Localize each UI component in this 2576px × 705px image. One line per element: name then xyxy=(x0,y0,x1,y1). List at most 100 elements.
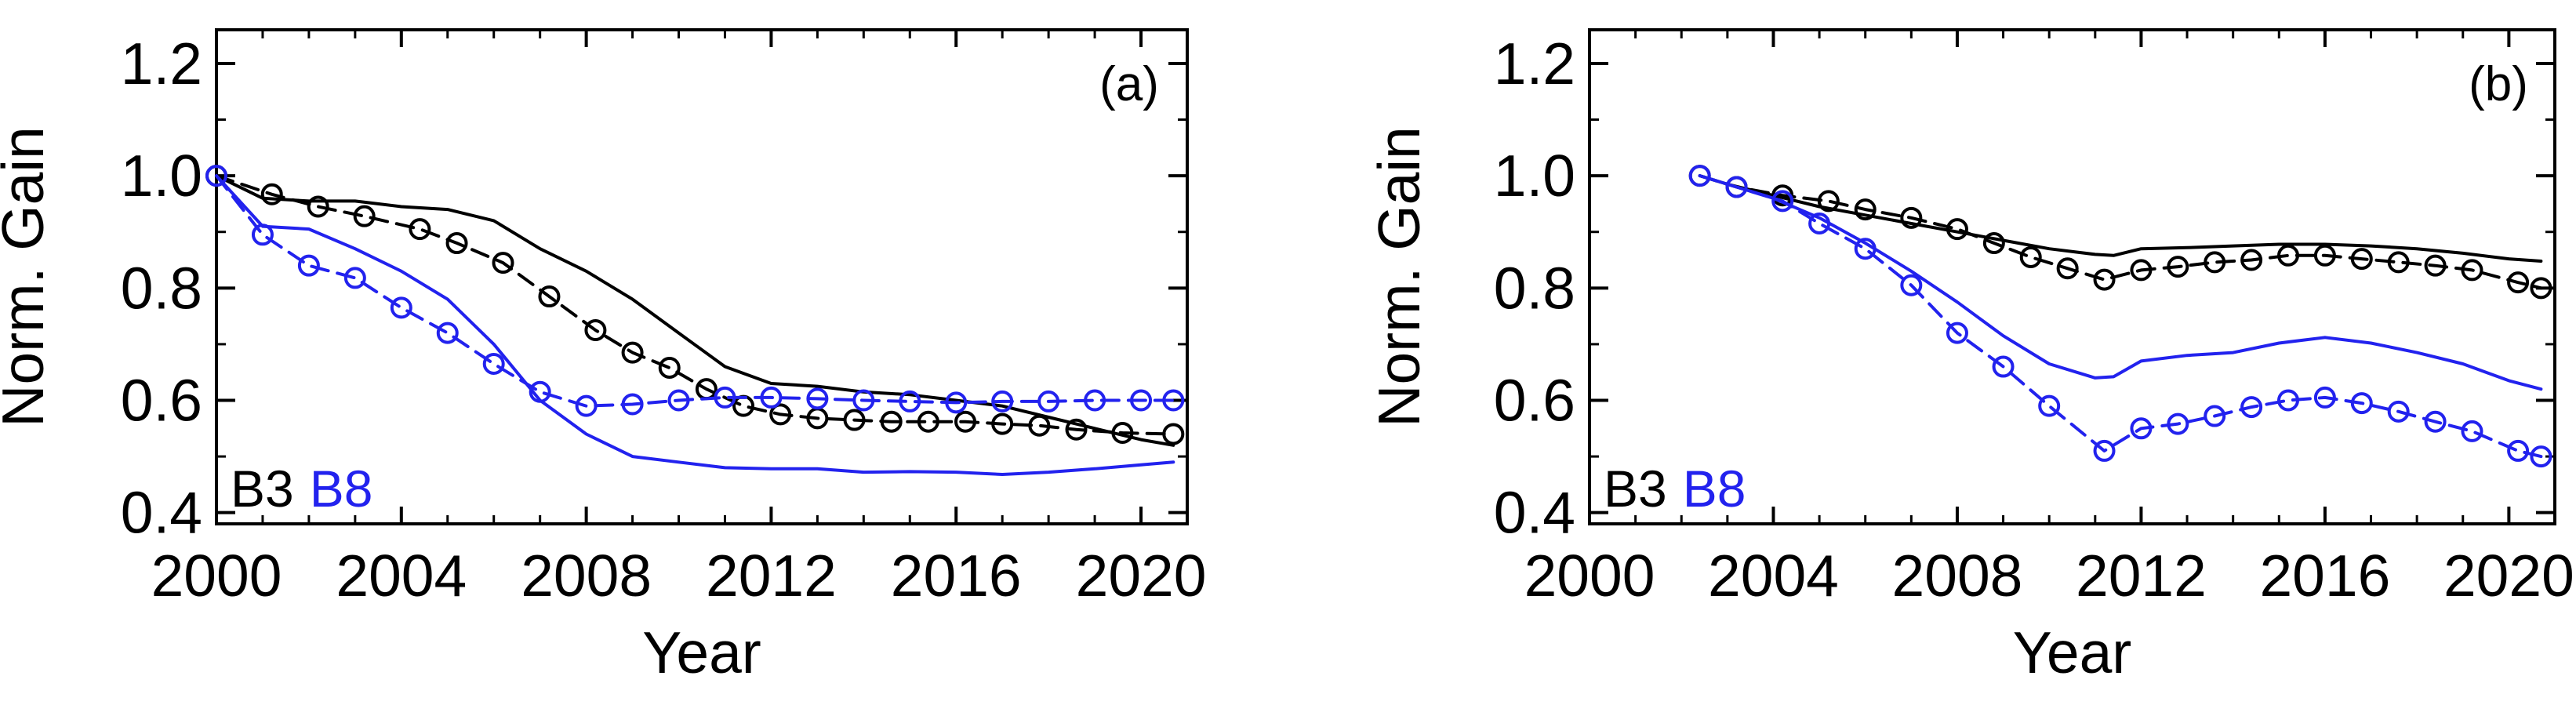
y-tick-label: 0.6 xyxy=(1494,368,1575,434)
data-point-b3 xyxy=(2277,244,2300,267)
data-point-b8 xyxy=(297,254,320,277)
data-point-b8 xyxy=(1808,212,1831,234)
data-point-b3 xyxy=(492,252,514,274)
plot-frame xyxy=(1588,28,2556,525)
data-point-b3 xyxy=(1946,218,1968,241)
data-point-b8 xyxy=(852,389,875,412)
data-point-b8 xyxy=(482,352,505,375)
legend-entry-b3: B3 xyxy=(231,460,294,518)
data-point-b8 xyxy=(2204,405,2226,427)
data-point-b8 xyxy=(621,393,644,416)
y-tick-label: 1.2 xyxy=(1494,31,1575,96)
y-axis-title: Norm. Gain xyxy=(1366,126,1432,427)
y-tick-label: 0.4 xyxy=(121,480,202,546)
data-point-b3 xyxy=(1162,423,1185,445)
y-tick-label: 0.6 xyxy=(121,368,202,434)
data-point-b8 xyxy=(2387,400,2410,423)
x-tick-label: 2012 xyxy=(706,543,837,609)
data-point-b8 xyxy=(436,322,459,344)
x-tick-label: 2004 xyxy=(336,543,467,609)
data-point-b3 xyxy=(1817,190,1840,213)
data-point-b3 xyxy=(445,232,468,255)
data-point-b3 xyxy=(2019,245,2042,268)
data-point-b8 xyxy=(806,387,829,410)
legend-entry-b8: B8 xyxy=(310,460,373,518)
data-point-b8 xyxy=(1037,390,1060,412)
x-tick-label: 2008 xyxy=(521,543,652,609)
x-tick-label: 2016 xyxy=(891,543,1022,609)
data-point-b8 xyxy=(1130,389,1153,412)
data-point-b8 xyxy=(2530,445,2552,468)
series-line-b3-solid xyxy=(215,174,1175,447)
data-point-b3 xyxy=(2350,248,2373,271)
data-point-b8 xyxy=(1900,274,1923,296)
panel-b: 2000 2004 2008 2012 2016 2020 0.4 0.6 0.8 1.0 1.2 Y… xyxy=(1366,28,2574,685)
data-point-b8 xyxy=(1688,165,1711,187)
data-point-b8 xyxy=(575,394,598,417)
x-tick-label: 2020 xyxy=(2443,543,2574,609)
data-point-b3 xyxy=(1854,198,1877,221)
data-point-b3 xyxy=(260,183,283,205)
data-point-b3 xyxy=(2130,259,2153,282)
data-point-b3 xyxy=(1900,206,1923,229)
panel-label: (a) xyxy=(1099,57,1159,111)
panel-a: 2000 2004 2008 2012 2016 2020 0.4 0.6 0.8 1.0 1.2 Y… xyxy=(0,28,1206,685)
data-point-b3 xyxy=(2507,271,2530,294)
data-point-b8 xyxy=(2240,396,2263,419)
series-line-b3-dashed xyxy=(215,174,1175,436)
data-point-b8 xyxy=(1771,190,1794,213)
series-line-b3-dashed xyxy=(1698,174,2543,290)
data-point-b3 xyxy=(658,356,681,379)
series-line-b8-solid xyxy=(1698,174,2543,391)
data-point-b3 xyxy=(843,409,866,431)
data-point-b8 xyxy=(343,267,366,289)
y-tick-label: 1.2 xyxy=(121,31,202,96)
y-tick-label: 1.0 xyxy=(121,143,202,209)
data-point-b8 xyxy=(1854,238,1877,260)
data-point-b3 xyxy=(1028,414,1051,437)
data-point-b3 xyxy=(954,410,977,433)
data-point-b3 xyxy=(621,341,644,364)
series-line-b8-dashed xyxy=(215,174,1175,408)
data-point-b8 xyxy=(2277,389,2300,412)
data-point-b8 xyxy=(1946,322,1968,344)
data-point-b3 xyxy=(769,403,792,426)
data-point-b3 xyxy=(409,218,431,241)
legend: B3 B8 xyxy=(231,460,372,518)
data-point-b8 xyxy=(1992,355,2015,378)
data-point-b8 xyxy=(899,390,921,412)
y-axis-title: Norm. Gain xyxy=(0,126,56,427)
series-line-b8-solid xyxy=(215,174,1175,476)
data-point-b8 xyxy=(991,390,1014,412)
x-axis-title: Year xyxy=(2013,620,2132,685)
x-axis-title: Year xyxy=(642,620,761,685)
data-point-b3 xyxy=(2424,254,2447,277)
data-point-b3 xyxy=(917,410,939,433)
data-point-b8 xyxy=(667,389,690,412)
data-point-b8 xyxy=(2424,410,2447,433)
data-point-b8 xyxy=(390,296,412,319)
data-point-b3 xyxy=(880,410,903,433)
data-point-b8 xyxy=(945,391,968,414)
legend-entry-b3: B3 xyxy=(1604,460,1667,518)
data-point-b3 xyxy=(2461,259,2483,282)
panel-label: (b) xyxy=(2469,57,2528,111)
data-point-b3 xyxy=(2240,249,2263,271)
data-point-b8 xyxy=(2093,439,2116,462)
data-point-b8 xyxy=(1162,389,1185,412)
data-point-b3 xyxy=(1111,422,1134,445)
data-point-b3 xyxy=(353,205,376,227)
x-tick-label: 2004 xyxy=(1708,543,1839,609)
data-point-b3 xyxy=(2056,257,2079,280)
legend-entry-b8: B8 xyxy=(1683,460,1746,518)
data-point-b8 xyxy=(2167,412,2189,435)
y-tick-label: 1.0 xyxy=(1494,143,1575,209)
data-point-b3 xyxy=(307,195,329,218)
data-point-b8 xyxy=(2130,417,2153,440)
data-point-b3 xyxy=(2387,251,2410,274)
data-point-b3 xyxy=(538,285,561,308)
data-point-b8 xyxy=(2313,386,2336,409)
data-point-b8 xyxy=(529,380,551,403)
x-tick-label: 2012 xyxy=(2076,543,2207,609)
